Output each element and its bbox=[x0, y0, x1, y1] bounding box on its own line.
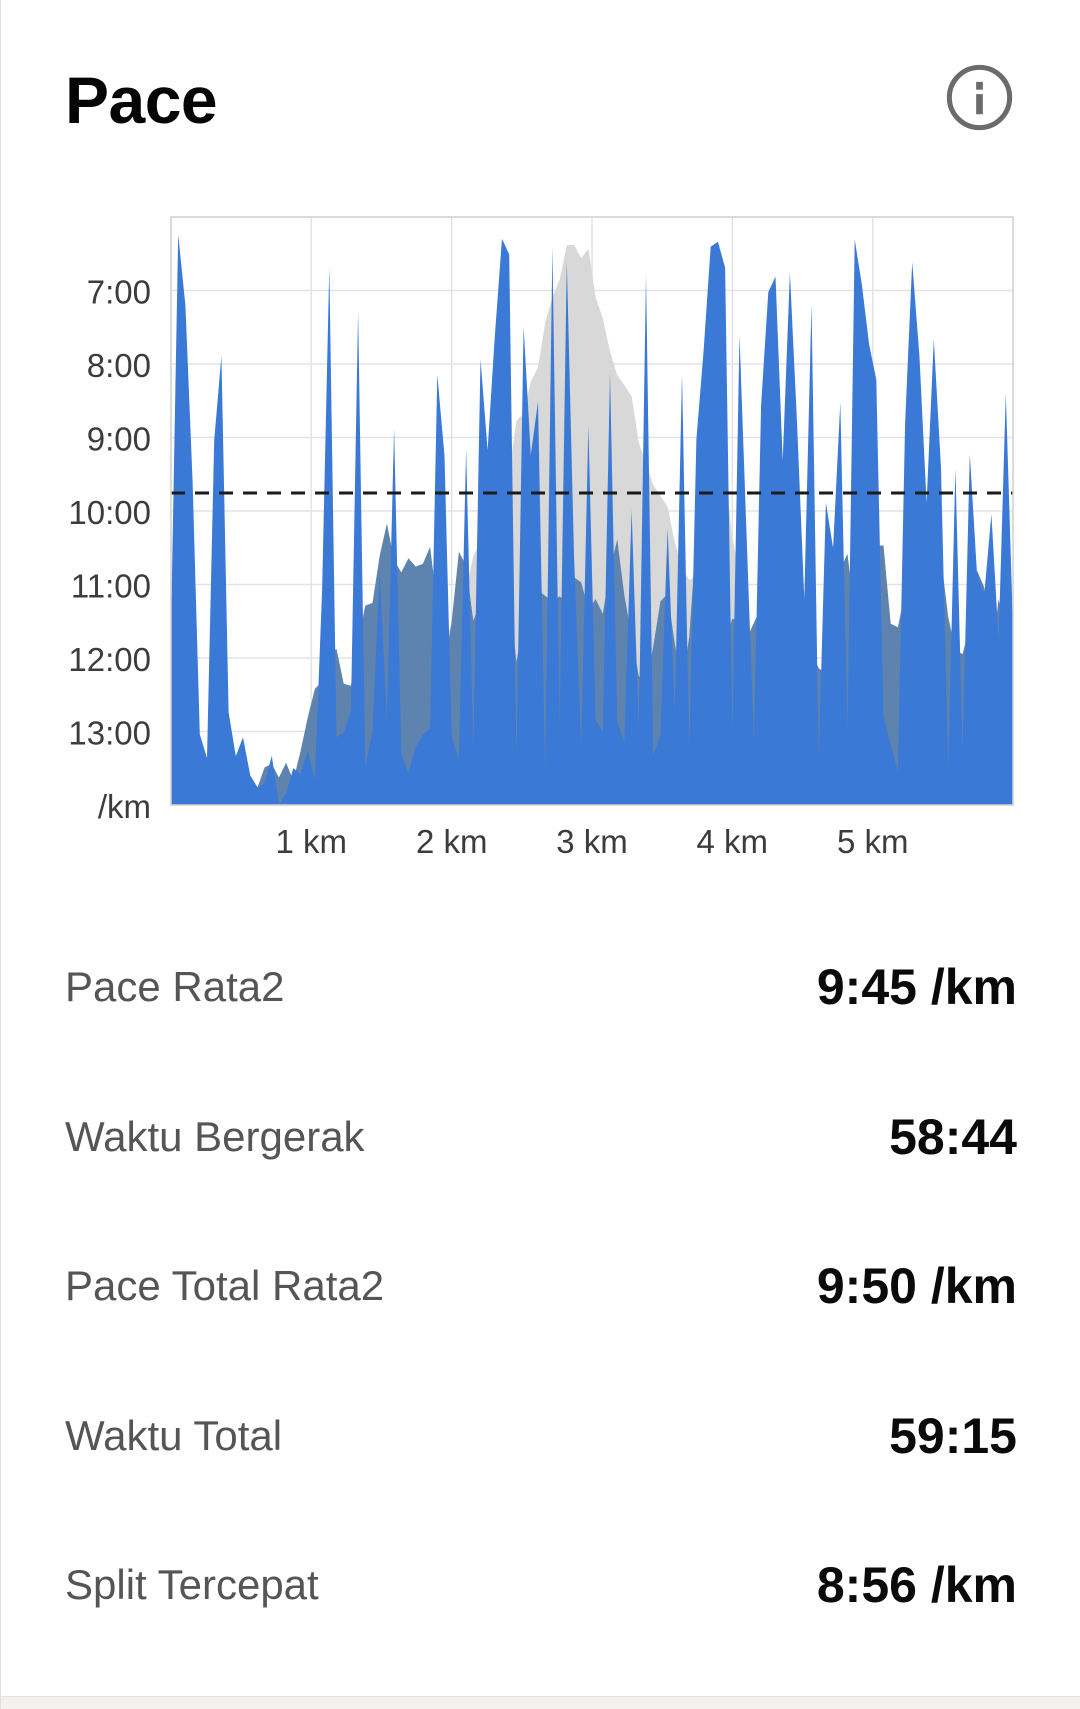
svg-text:11:00: 11:00 bbox=[71, 568, 151, 605]
svg-text:13:00: 13:00 bbox=[68, 715, 151, 752]
svg-text:3 km: 3 km bbox=[556, 823, 628, 860]
svg-text:7:00: 7:00 bbox=[87, 274, 151, 311]
svg-text:1 km: 1 km bbox=[276, 823, 348, 860]
svg-text:5 km: 5 km bbox=[837, 823, 909, 860]
svg-text:2 km: 2 km bbox=[416, 823, 488, 860]
svg-text:10:00: 10:00 bbox=[68, 494, 151, 531]
svg-text:4 km: 4 km bbox=[697, 823, 769, 860]
svg-text:8:00: 8:00 bbox=[87, 347, 151, 384]
svg-text:12:00: 12:00 bbox=[68, 641, 151, 678]
svg-text:9:00: 9:00 bbox=[87, 421, 151, 458]
svg-text:/km: /km bbox=[98, 788, 151, 825]
